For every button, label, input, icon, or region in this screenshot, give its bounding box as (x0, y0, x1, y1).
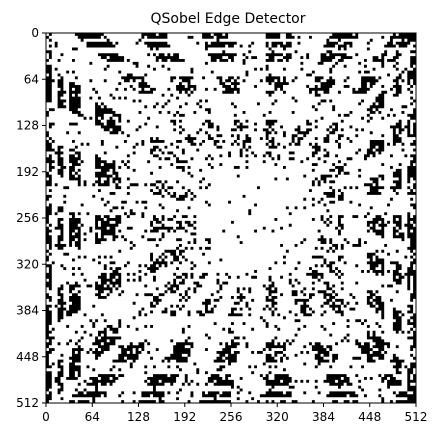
y-tick-label: 64 (24, 72, 39, 86)
y-tick-label: 0 (31, 26, 39, 40)
chart-title: QSobel Edge Detector (151, 11, 306, 27)
x-tick-label: 192 (173, 410, 196, 424)
x-axis: 0 64 128 192 256 320 384 448 512 (42, 403, 427, 424)
x-tick-label: 448 (358, 410, 381, 424)
y-tick-label: 384 (16, 304, 39, 318)
x-tick-label: 0 (42, 410, 50, 424)
y-tick-label: 128 (16, 119, 39, 133)
x-tick-label: 512 (405, 410, 428, 424)
x-tick-label: 384 (312, 410, 335, 424)
y-tick-label: 448 (16, 350, 39, 364)
x-tick-label: 64 (85, 410, 100, 424)
y-axis: 0 64 128 192 256 320 384 448 512 (16, 26, 46, 410)
y-tick-label: 192 (16, 165, 39, 179)
y-tick-label: 256 (16, 211, 39, 225)
y-tick-label: 512 (16, 396, 39, 410)
y-tick-label: 320 (16, 257, 39, 271)
x-tick-label: 320 (266, 410, 289, 424)
x-tick-label: 256 (220, 410, 243, 424)
plot-area (45, 32, 417, 404)
x-tick-label: 128 (127, 410, 150, 424)
